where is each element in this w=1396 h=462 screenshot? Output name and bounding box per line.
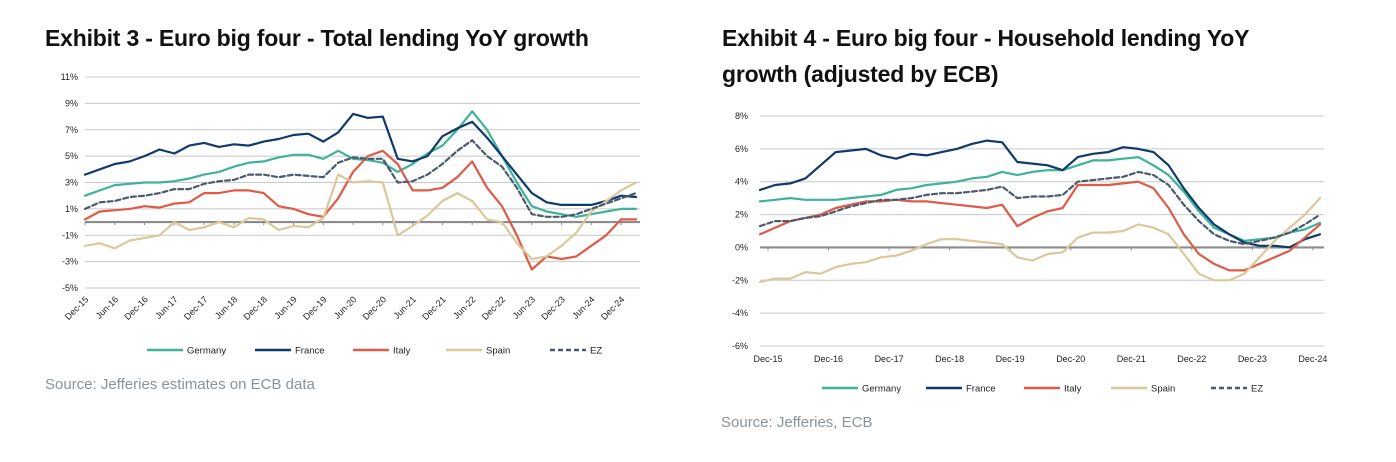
series-line-spain xyxy=(758,197,1322,283)
legend-label-ez: EZ xyxy=(1251,384,1263,395)
x-tick-label: Jun-23 xyxy=(511,294,538,321)
x-tick-label: Dec-18 xyxy=(935,354,964,364)
y-tick-label: 6% xyxy=(735,144,748,154)
legend-label-france: France xyxy=(966,384,996,395)
x-tick-label: Dec-23 xyxy=(539,294,567,322)
x-tick-label: Dec-20 xyxy=(1056,354,1085,364)
exhibit-4-chart: 8% 6% 4% 2% 0% -2% -4% -6% Dec-15 Dec-16 Dec-17 Dec… xyxy=(732,111,1327,395)
legend-item-spain: Spain xyxy=(446,346,510,357)
series-line-germany xyxy=(758,156,1322,242)
exhibit-4-panel: Exhibit 4 - Euro big four - Household le… xyxy=(700,0,1396,462)
x-tick-label: Dec-15 xyxy=(63,294,91,322)
y-tick-label: -1% xyxy=(62,230,78,240)
series-line-ez xyxy=(83,139,638,218)
x-tick-label: Dec-21 xyxy=(1117,354,1146,364)
x-tick-label: Dec-19 xyxy=(301,294,329,322)
series-line-france xyxy=(758,139,1322,249)
y-tick-label: -5% xyxy=(62,283,78,293)
x-tick-label: Jun-21 xyxy=(391,294,418,321)
y-tick-label: 4% xyxy=(735,177,748,187)
y-tick-label: 7% xyxy=(65,125,78,135)
y-tick-label: 0% xyxy=(735,242,748,252)
legend-item-france: France xyxy=(255,346,325,357)
legend-item-spain: Spain xyxy=(1111,384,1175,395)
x-tick-label: Jun-16 xyxy=(94,294,121,321)
x-tick-label: Dec-19 xyxy=(996,354,1025,364)
legend-item-france: France xyxy=(926,384,996,395)
series-line-spain xyxy=(83,173,638,261)
x-tick-label: Jun-18 xyxy=(213,294,240,321)
x-tick-label: Jun-22 xyxy=(451,294,478,321)
legend-label-ez: EZ xyxy=(590,346,602,357)
legend-label-italy: Italy xyxy=(1064,384,1082,395)
legend-label-spain: Spain xyxy=(1151,384,1175,395)
exhibit-3-source: Source: Jefferies estimates on ECB data xyxy=(45,376,315,393)
legend-item-ez: EZ xyxy=(550,346,602,357)
x-tick-label: Dec-24 xyxy=(1298,354,1327,364)
legend-item-germany: Germany xyxy=(147,346,226,357)
x-tick-label: Dec-20 xyxy=(361,294,389,322)
y-tick-label: 11% xyxy=(61,72,78,82)
y-tick-label: -3% xyxy=(62,257,78,267)
exhibit-4-title: Exhibit 4 - Euro big four - Household le… xyxy=(722,25,1249,87)
exhibit-3-chart: 11% 9% 7% 5% 3% 1% -1% -3% -5%Dec-15 Jun-16 Dec-16… xyxy=(61,72,640,357)
x-tick-label: Dec-16 xyxy=(814,354,843,364)
legend-label-germany: Germany xyxy=(862,384,901,395)
series-line-germany xyxy=(83,110,638,218)
legend-label-spain: Spain xyxy=(486,346,510,357)
y-tick-label: 8% xyxy=(735,111,748,121)
legend-item-ez: EZ xyxy=(1211,384,1263,395)
y-tick-label: -2% xyxy=(732,275,748,285)
x-tick-label: Dec-23 xyxy=(1238,354,1267,364)
y-tick-label: -4% xyxy=(732,308,748,318)
x-tick-label: Dec-17 xyxy=(182,294,210,322)
x-tick-label: Dec-24 xyxy=(599,294,627,322)
legend-label-germany: Germany xyxy=(187,346,226,357)
x-tick-label: Jun-19 xyxy=(272,294,299,321)
y-tick-label: 5% xyxy=(65,151,78,161)
legend-item-italy: Italy xyxy=(1024,384,1082,395)
x-tick-label: Dec-18 xyxy=(242,294,270,322)
x-tick-label: Jun-17 xyxy=(153,294,180,321)
legend-item-germany: Germany xyxy=(822,384,901,395)
x-tick-label: Dec-16 xyxy=(122,294,150,322)
x-tick-label: Jun-24 xyxy=(570,294,597,321)
exhibit-3-title: Exhibit 3 - Euro big four - Total lendin… xyxy=(45,25,589,51)
x-tick-label: Dec-22 xyxy=(480,294,508,322)
y-tick-label: 9% xyxy=(65,98,78,108)
x-tick-label: Jun-20 xyxy=(332,294,359,321)
x-tick-label: Dec-21 xyxy=(420,294,448,322)
x-tick-label: Dec-17 xyxy=(875,354,904,364)
x-tick-label: Dec-22 xyxy=(1177,354,1206,364)
series-line-france xyxy=(83,112,638,206)
legend-item-italy: Italy xyxy=(353,346,411,357)
legend-label-france: France xyxy=(295,346,325,357)
series-line-ez xyxy=(758,170,1322,246)
y-tick-label: 2% xyxy=(735,210,748,220)
series-line-italy xyxy=(758,180,1322,272)
x-tick-label: Dec-15 xyxy=(753,354,782,364)
y-tick-label: 1% xyxy=(65,204,78,214)
exhibit-4-source: Source: Jefferies, ECB xyxy=(721,414,873,431)
legend-label-italy: Italy xyxy=(393,346,411,357)
exhibit-3-panel: Exhibit 3 - Euro big four - Total lendin… xyxy=(0,0,690,462)
series-line-italy xyxy=(83,149,638,271)
y-tick-label: 3% xyxy=(65,178,78,188)
y-tick-label: -6% xyxy=(732,341,748,351)
